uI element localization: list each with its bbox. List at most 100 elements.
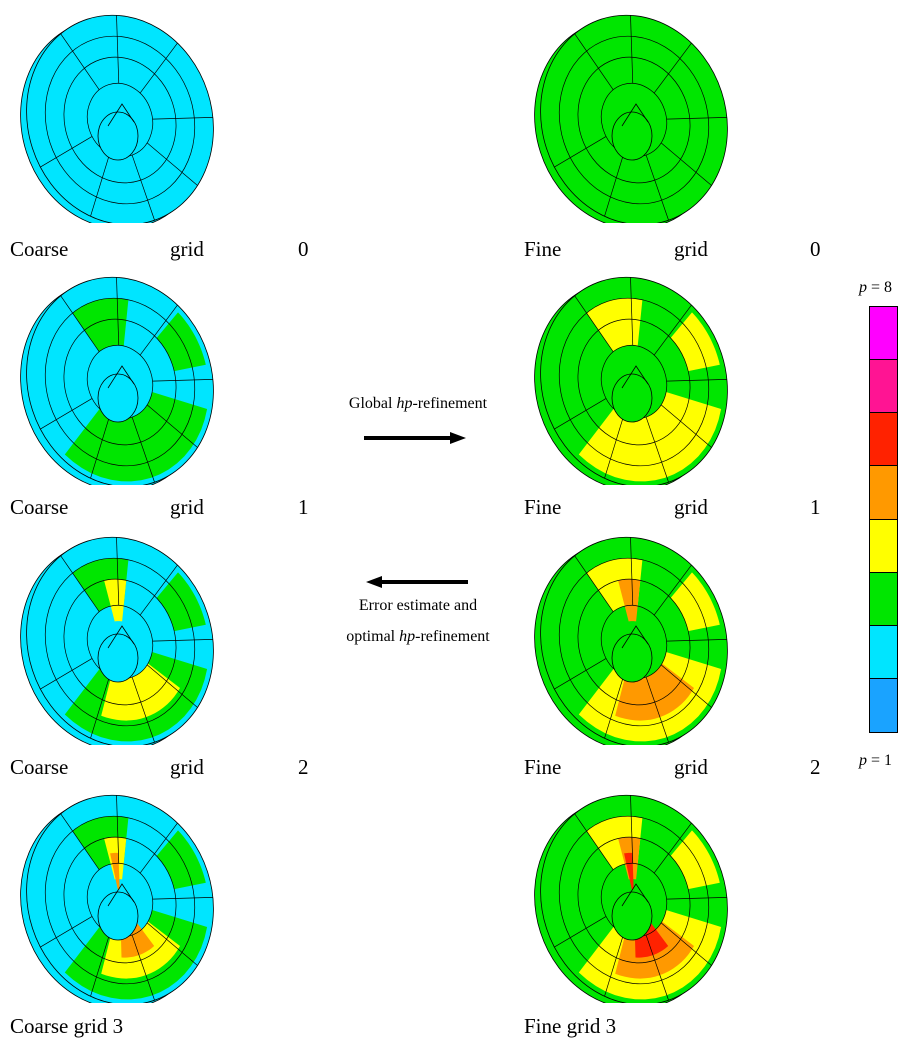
mesh-hole-edge [107, 883, 135, 907]
mesh-spoke [653, 822, 692, 874]
mesh-ring [44, 35, 196, 205]
caption-word: 2 [810, 755, 821, 779]
mesh-spoke [152, 897, 213, 900]
mesh-hole [97, 373, 139, 423]
mesh-spoke [630, 15, 634, 84]
mesh-spoke [645, 154, 669, 221]
mesh-hole [611, 891, 653, 941]
caption-fine-grid-2: Fine grid 2 [524, 754, 824, 780]
mesh-patch-p3 [64, 392, 208, 482]
mesh-ring [86, 82, 154, 158]
mesh-fine-grid-3 [534, 794, 728, 1003]
mesh-spoke [131, 154, 155, 221]
mesh-patch-p5 [618, 579, 641, 622]
mesh-patch-p3 [72, 298, 129, 352]
caption-word: Coarse [10, 755, 69, 779]
error-estimate-label: Error estimate and optimal hp-refinement [308, 595, 528, 648]
mesh-ring [44, 557, 196, 727]
global-refinement-label: Global hp-refinement [318, 393, 518, 415]
mesh-spoke [660, 142, 712, 186]
label-line: Error estimate and [358, 597, 478, 614]
mesh-ring [63, 56, 177, 184]
mesh-ring [577, 578, 691, 706]
mesh-hole [611, 373, 653, 423]
mesh-spoke [653, 42, 692, 94]
caption-fine-grid-0: Fine grid 0 [524, 236, 824, 262]
mesh-hole-edge [107, 365, 135, 389]
label-part: Global [348, 395, 397, 412]
caption-word: Fine [524, 755, 562, 779]
mesh-spoke [604, 415, 625, 479]
mesh-spoke [60, 813, 100, 871]
mesh-spoke [131, 676, 155, 743]
label-line: optimal hp-refinement [308, 626, 528, 648]
mesh-patch-p4 [586, 298, 643, 352]
mesh-spoke [645, 416, 669, 483]
label-part: hp [399, 628, 416, 645]
mesh-hole [611, 111, 653, 161]
mesh-spoke [554, 136, 607, 168]
mesh-ring [44, 815, 196, 985]
mesh-hole [97, 111, 139, 161]
mesh-spoke [666, 379, 727, 382]
legend-swatch-p8 [870, 307, 897, 361]
mesh-ring [577, 56, 691, 184]
left-arrow-icon [366, 576, 468, 588]
mesh-patch-p3 [156, 572, 206, 632]
caption-coarse-grid-0: Coarse grid 0 [10, 236, 310, 262]
label-part: = 1 [867, 752, 893, 769]
mesh-spoke [40, 136, 93, 168]
legend-min-label: p = 1 [859, 752, 892, 770]
mesh-spoke [116, 795, 120, 864]
legend-swatch-p3 [870, 572, 897, 626]
caption-word: 1 [810, 495, 821, 519]
mesh-hole-edge [621, 365, 649, 389]
mesh-spoke [554, 398, 607, 430]
mesh-ring [558, 815, 710, 985]
mesh-hole-edge [621, 625, 649, 649]
mesh-spoke [666, 117, 727, 120]
mesh-ring [44, 297, 196, 467]
mesh-ring [63, 318, 177, 446]
mesh-patch-p5 [110, 852, 120, 890]
mesh-spoke [139, 822, 178, 874]
caption-word: Fine [524, 237, 562, 261]
polynomial-degree-legend [869, 306, 898, 733]
mesh-ring [577, 836, 691, 964]
mesh-spoke [653, 304, 692, 356]
mesh-patch-p4 [104, 579, 127, 622]
caption-word: grid [674, 237, 708, 261]
mesh-spoke [660, 404, 712, 448]
mesh-spoke [653, 564, 692, 616]
mesh-fine-grid-1 [534, 276, 728, 485]
mesh-spoke [60, 295, 100, 353]
caption-word: 1 [298, 495, 309, 519]
mesh-spoke [146, 922, 198, 966]
mesh-spoke [139, 564, 178, 616]
mesh-ring [63, 836, 177, 964]
legend-swatch-p6 [870, 413, 897, 467]
mesh-ring [600, 344, 668, 420]
mesh-ring [86, 862, 154, 938]
mesh-patch-p4 [101, 663, 180, 721]
mesh-spoke [90, 415, 111, 479]
caption-word: grid [170, 755, 204, 779]
legend-max-label: p = 8 [859, 279, 892, 297]
mesh-ring [63, 578, 177, 706]
caption-word: 2 [298, 755, 309, 779]
mesh-patch-p3 [156, 830, 206, 890]
mesh-spoke [660, 922, 712, 966]
mesh-spoke [660, 664, 712, 708]
mesh-spoke [139, 42, 178, 94]
mesh-ring [86, 604, 154, 680]
mesh-hole [97, 633, 139, 683]
mesh-fine-grid-2 [534, 536, 728, 745]
label-part: p [859, 752, 867, 769]
caption-word: Fine [524, 495, 562, 519]
mesh-spoke [40, 916, 93, 948]
caption-word: grid [170, 237, 204, 261]
mesh-fine-grid-0 [534, 14, 728, 223]
mesh-spoke [645, 934, 669, 1001]
label-part: p [859, 279, 867, 296]
mesh-spoke [604, 675, 625, 739]
